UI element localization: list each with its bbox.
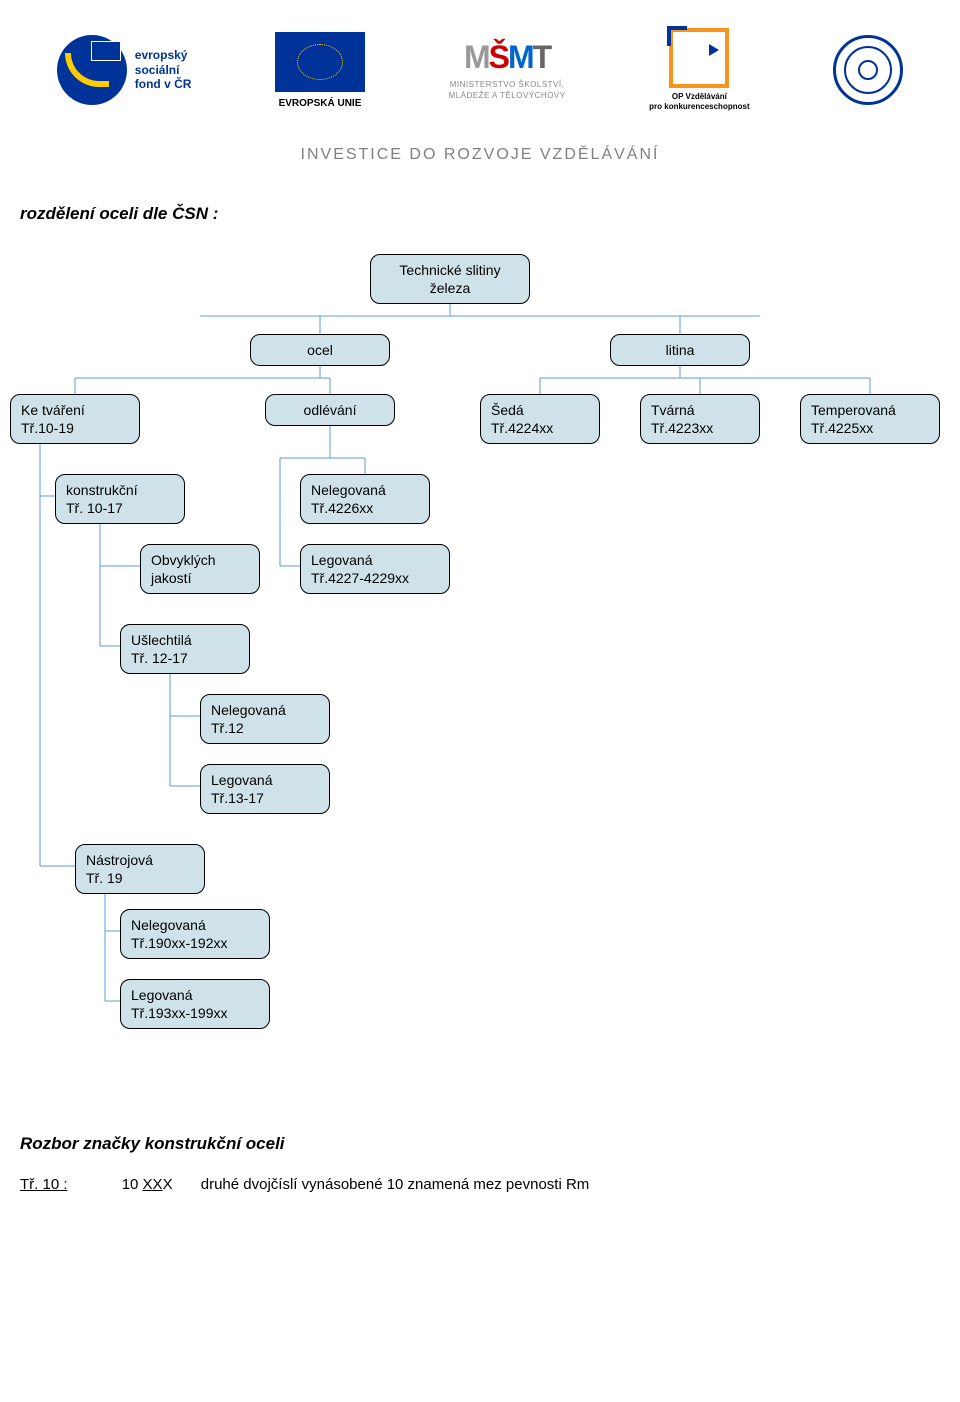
eu-label: EVROPSKÁ UNIE xyxy=(279,98,362,109)
tagline: INVESTICE DO ROZVOJE VZDĚLÁVÁNÍ xyxy=(0,146,960,164)
eu-flag-icon xyxy=(275,32,365,92)
node-neleg2: NelegovanáTř.12 xyxy=(200,694,330,744)
opvk-logo: OP Vzdělávání pro konkurenceschopnost xyxy=(649,28,749,111)
esf-logo: evropský sociální fond v ČR xyxy=(57,35,192,105)
esf-icon xyxy=(57,35,127,105)
node-obvyk: Obvyklýchjakostí xyxy=(140,544,260,594)
org-chart: Technické slitinyželeza ocel litina Ke tvář… xyxy=(0,244,960,1094)
footer-title: Rozbor značky konstrukční oceli xyxy=(20,1134,940,1154)
esf-text: evropský sociální fond v ČR xyxy=(135,48,192,91)
node-leg1: LegovanáTř.4227-4229xx xyxy=(300,544,450,594)
opvk-label: OP Vzdělávání pro konkurenceschopnost xyxy=(649,92,749,111)
node-leg3: LegovanáTř.193xx-199xx xyxy=(120,979,270,1029)
header-logos: evropský sociální fond v ČR EVROPSKÁ UNI… xyxy=(0,0,960,140)
node-odlev: odlévání xyxy=(265,394,395,426)
footer-section: Rozbor značky konstrukční oceli Tř. 10 :… xyxy=(20,1134,940,1193)
node-ocel: ocel xyxy=(250,334,390,366)
node-uslech: UšlechtiláTř. 12-17 xyxy=(120,624,250,674)
node-konstr: konstrukčníTř. 10-17 xyxy=(55,474,185,524)
node-tvarna: TvárnáTř.4223xx xyxy=(640,394,760,444)
node-litina: litina xyxy=(610,334,750,366)
section-title: rozdělení oceli dle ČSN : xyxy=(20,204,960,224)
node-seda: ŠedáTř.4224xx xyxy=(480,394,600,444)
msmt-logo: MŠMT MINISTERSTVO ŠKOLSTVÍ,MLÁDEŽE A TĚL… xyxy=(449,39,566,101)
msmt-icon: MŠMT xyxy=(464,39,550,76)
node-ketvar: Ke tvářeníTř.10-19 xyxy=(10,394,140,444)
footer-desc: druhé dvojčíslí vynásobené 10 znamená me… xyxy=(201,1176,590,1193)
node-nastroj: NástrojováTř. 19 xyxy=(75,844,205,894)
footer-line: Tř. 10 : 10 XXX druhé dvojčíslí vynásobe… xyxy=(20,1176,940,1193)
eu-logo: EVROPSKÁ UNIE xyxy=(275,32,365,109)
footer-class: Tř. 10 : xyxy=(20,1176,68,1193)
msmt-sub: MINISTERSTVO ŠKOLSTVÍ,MLÁDEŽE A TĚLOVÝCH… xyxy=(449,80,566,101)
footer-code: 10 XXX xyxy=(122,1176,173,1193)
node-temper: TemperovanáTř.4225xx xyxy=(800,394,940,444)
node-root: Technické slitinyželeza xyxy=(370,254,530,304)
node-neleg3: NelegovanáTř.190xx-192xx xyxy=(120,909,270,959)
node-leg2: LegovanáTř.13-17 xyxy=(200,764,330,814)
opvk-icon xyxy=(669,28,729,88)
seal-icon xyxy=(833,35,903,105)
node-neleg1: NelegovanáTř.4226xx xyxy=(300,474,430,524)
